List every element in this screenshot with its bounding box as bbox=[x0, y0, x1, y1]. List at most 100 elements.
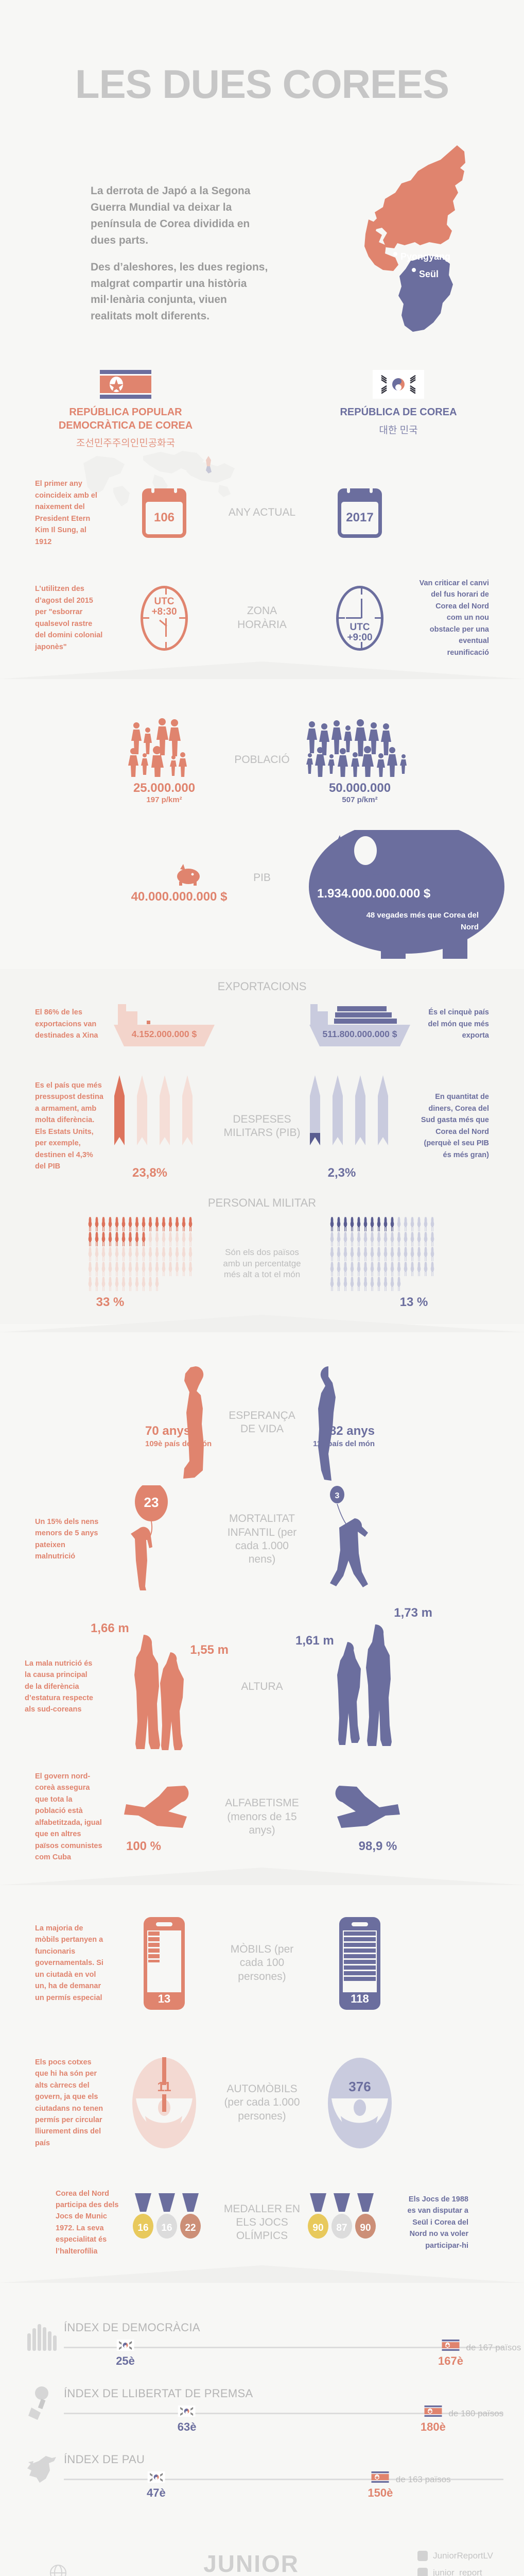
person-figure bbox=[155, 1217, 159, 1232]
person-figure bbox=[337, 1277, 341, 1292]
missiles-south-icon bbox=[310, 1075, 388, 1145]
index-marker-north[interactable]: 180è bbox=[421, 2405, 446, 2434]
index-rank-north: 150è bbox=[368, 2486, 393, 2500]
person-figure bbox=[162, 1217, 166, 1232]
north-korea-flag-icon bbox=[48, 370, 203, 399]
person-figure bbox=[128, 1262, 132, 1277]
indices-section: ÍNDEX DE DEMOCRÀCIA 25è 167è de 167 països Í… bbox=[0, 2319, 524, 2499]
person-figure bbox=[363, 1277, 368, 1292]
year-north-viz: 106 bbox=[105, 485, 223, 538]
medals-south-viz: 90 87 90 bbox=[301, 2189, 398, 2256]
person-figure bbox=[101, 1232, 106, 1247]
person-figure bbox=[175, 1217, 179, 1232]
mobiles-south-value: 118 bbox=[351, 1992, 369, 2005]
person-figure bbox=[417, 1217, 421, 1232]
index-rank-north: 180è bbox=[420, 2420, 446, 2434]
year-north-note: El primer any coincideix amb el naixemen… bbox=[35, 480, 97, 546]
population-north-density: 197 p/km² bbox=[146, 795, 182, 805]
index-rank-south: 63è bbox=[177, 2420, 197, 2434]
index-title: ÍNDEX DE PAU bbox=[64, 2453, 145, 2466]
cars-north-note: Els pocs cotxes que hi ha són per alts c… bbox=[35, 2058, 103, 2147]
person-figure bbox=[357, 1277, 361, 1292]
life-north-rank: 109è país del món bbox=[145, 1439, 212, 1449]
population-south-value: 50.000.000 bbox=[328, 781, 391, 795]
south-korea-flag-icon bbox=[116, 2340, 134, 2351]
person-figure bbox=[363, 1262, 368, 1277]
exports-south-note: És el cinquè país del món que més export… bbox=[428, 1008, 489, 1040]
medals-south-gold: 90 bbox=[312, 2223, 323, 2233]
mobiles-south-viz: 118 bbox=[301, 1917, 419, 2010]
index-row: ÍNDEX DE LLIBERTAT DE PREMSA 63è 180è de 18… bbox=[0, 2385, 524, 2433]
index-marker-north[interactable]: 167è bbox=[438, 2340, 463, 2368]
person-figure bbox=[430, 1232, 434, 1247]
medals-south-note: Els Jocs de 1988 es van disputar a Seül … bbox=[407, 2195, 468, 2250]
north-country-native: 조선민주주의인민공화국 bbox=[76, 438, 176, 449]
person-figure bbox=[95, 1262, 99, 1277]
row-exports: El 86% de les exportacions van destinade… bbox=[0, 1002, 524, 1046]
milpers-south-value: 13 % bbox=[399, 1295, 428, 1310]
timezone-label: ZONA HORÀRIA bbox=[237, 605, 287, 631]
country-south: REPÚBLICA DE COREA 대한 민국 bbox=[321, 370, 476, 449]
index-rank-south: 47è bbox=[146, 2486, 166, 2500]
mobiles-north-viz: 13 bbox=[105, 1917, 223, 2010]
map-label-pyongyang: Pyongyang bbox=[400, 251, 450, 262]
exports-band: EXPORTACIONS El 86% de les exportacions … bbox=[0, 969, 524, 1333]
index-marker-south[interactable]: 63è bbox=[177, 2405, 197, 2434]
person-figure bbox=[417, 1232, 421, 1247]
person-figure bbox=[108, 1262, 112, 1277]
person-figure bbox=[330, 1247, 334, 1262]
person-figure bbox=[108, 1217, 112, 1232]
exports-south-viz: 511.800.000.000 $ bbox=[301, 1002, 419, 1046]
globe-icon bbox=[49, 2565, 66, 2576]
index-total: de 180 països bbox=[448, 2409, 504, 2419]
height-south-male-value: 1,73 m bbox=[394, 1605, 432, 1620]
website-block[interactable]: junior-report.cat bbox=[31, 2563, 85, 2576]
population-north-value: 25.000.000 bbox=[133, 781, 196, 795]
year-south-value: 2017 bbox=[341, 501, 378, 534]
medals-north-silver: 16 bbox=[161, 2223, 172, 2233]
row-current-year: El primer any coincideix amb el naixemen… bbox=[0, 478, 524, 548]
mobiles-label: MÒBILS (per cada 100 persones) bbox=[230, 1943, 294, 1982]
person-figure bbox=[343, 1277, 347, 1292]
person-figure bbox=[350, 1277, 354, 1292]
mobiles-north-value: 13 bbox=[158, 1992, 171, 2005]
row-literacy: El govern nord-coreà assegura que tota l… bbox=[0, 1771, 524, 1885]
header-section: LES DUES COREES La derrota de Japó a la … bbox=[0, 0, 524, 506]
life-south-rank: 11è país del món bbox=[312, 1439, 375, 1449]
south-korea-flag-icon bbox=[147, 2471, 165, 2483]
person-figure bbox=[424, 1232, 428, 1247]
height-north-note: La mala nutrició és la causa principal d… bbox=[25, 1659, 93, 1714]
person-figure bbox=[343, 1262, 347, 1277]
dove-icon bbox=[21, 2451, 64, 2489]
person-figure bbox=[370, 1247, 374, 1262]
index-marker-south[interactable]: 47è bbox=[147, 2471, 166, 2500]
person-figure bbox=[95, 1232, 99, 1247]
social-link[interactable]: JuniorReportLV bbox=[417, 2548, 493, 2564]
person-figure bbox=[188, 1217, 193, 1232]
person-figure bbox=[121, 1262, 126, 1277]
facebook-icon bbox=[417, 2551, 428, 2562]
person-figure bbox=[101, 1262, 106, 1277]
person-figure bbox=[148, 1232, 152, 1247]
index-marker-north[interactable]: 150è bbox=[368, 2471, 393, 2500]
person-figure bbox=[383, 1277, 388, 1292]
person-figure bbox=[430, 1247, 434, 1262]
phone-south-icon: 118 bbox=[339, 1917, 380, 2010]
pictogram-grid-south bbox=[329, 1217, 437, 1292]
height-north-male-value: 1,66 m bbox=[91, 1621, 129, 1635]
person-figure bbox=[404, 1217, 408, 1232]
person-figure bbox=[424, 1217, 428, 1232]
mortality-label: MORTALITAT INFANTIL (per cada 1.000 nens… bbox=[227, 1513, 297, 1566]
social-link[interactable]: junior_report bbox=[417, 2565, 493, 2576]
person-figure bbox=[155, 1277, 159, 1292]
index-marker-south[interactable]: 25è bbox=[116, 2340, 135, 2368]
exports-north-note: El 86% de les exportacions van destinade… bbox=[35, 1008, 98, 1040]
social-handle: junior_report bbox=[433, 2567, 482, 2576]
timezone-south-viz: UTC +9:00 bbox=[301, 585, 419, 651]
person-figure bbox=[175, 1232, 179, 1247]
north-country-name: REPÚBLICA POPULAR DEMOCRÀTICA DE COREA bbox=[58, 406, 193, 431]
pictogram-grid-north bbox=[87, 1217, 195, 1292]
year-north-value: 106 bbox=[146, 501, 183, 534]
cars-label: AUTOMÒBILS (per cada 1.000 persones) bbox=[224, 2083, 300, 2122]
literacy-north-viz: 100 % bbox=[105, 1781, 223, 1854]
